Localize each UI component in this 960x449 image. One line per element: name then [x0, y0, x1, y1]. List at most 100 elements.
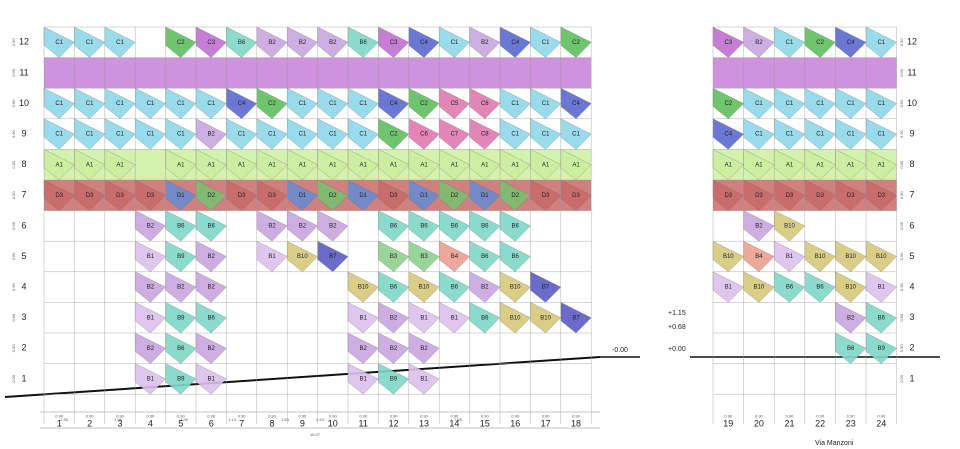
column-label: 10 — [328, 419, 338, 429]
row-label: 8 — [909, 159, 914, 169]
tile-code: B1 — [725, 285, 733, 291]
tile-code: A1 — [755, 162, 763, 168]
tile-code: C1 — [177, 101, 185, 107]
tile-code: B9 — [177, 376, 185, 382]
tile-code: B10 — [358, 285, 369, 291]
dimension: 0.43 — [316, 417, 325, 422]
tile-code: B1 — [360, 315, 368, 321]
tile-code: A1 — [177, 162, 185, 168]
module-size: 0.90 — [11, 282, 16, 291]
tile-code: C2 — [724, 101, 732, 107]
tile-code: D3 — [147, 193, 155, 199]
tile-code: B1 — [878, 285, 886, 291]
tile-code: B2 — [481, 40, 489, 46]
tile-code: A1 — [268, 162, 276, 168]
tile-code: D2 — [451, 193, 459, 199]
ground-line — [4, 356, 601, 398]
column-label: 13 — [419, 419, 429, 429]
tile-code: B1 — [268, 254, 276, 260]
tile-code: C3 — [390, 40, 398, 46]
tile-code: C2 — [268, 101, 276, 107]
column-label: 7 — [239, 419, 244, 429]
module-size: 0.90 — [724, 413, 733, 418]
column-label: 11 — [359, 419, 368, 429]
module-size: 0.90 — [572, 413, 581, 418]
column-label: 4 — [148, 419, 153, 429]
module-size: 0.90 — [786, 413, 795, 418]
module-size: 0.90 — [11, 68, 16, 77]
tile-code: B3 — [390, 254, 398, 260]
tile-code: D2 — [329, 193, 337, 199]
dimension: 1.13 — [228, 417, 237, 422]
tile-code: D1 — [481, 193, 489, 199]
tile-code: D1 — [420, 193, 428, 199]
tile-code: B9 — [177, 315, 185, 321]
tile-code: C1 — [877, 132, 885, 138]
column-label: 22 — [815, 419, 825, 429]
tile-code: B6 — [481, 223, 489, 229]
tile-code: B2 — [208, 346, 216, 352]
module-size: 0.90 — [329, 413, 338, 418]
tile-code: B6 — [238, 40, 246, 46]
tile-code: B6 — [390, 223, 398, 229]
level-label: +0.68 — [668, 324, 686, 331]
tile-code: B6 — [208, 223, 216, 229]
tile-code: B6 — [481, 315, 489, 321]
tile-code: B2 — [299, 40, 307, 46]
column-label: 1 — [57, 419, 62, 429]
tile-code: C1 — [786, 132, 794, 138]
row-label: 1 — [909, 373, 914, 383]
tile-code: B9 — [878, 346, 886, 352]
module-size: 0.90 — [899, 68, 904, 77]
tile-code: C1 — [542, 40, 550, 46]
tile-code: B7 — [542, 285, 550, 291]
tile-code: C4 — [847, 40, 855, 46]
tile-code: B2 — [847, 315, 855, 321]
row-label: 12 — [19, 37, 29, 47]
row-label: 9 — [21, 128, 26, 138]
tile-code: C1 — [329, 132, 337, 138]
tile-code: B2 — [208, 132, 216, 138]
tile-code: C1 — [359, 101, 367, 107]
tile-code: C1 — [329, 101, 337, 107]
tile-code: C3 — [207, 40, 215, 46]
tile-code: B10 — [510, 285, 521, 291]
row-label: 6 — [909, 220, 914, 230]
tile-code: D3 — [724, 193, 732, 199]
tile-code: C2 — [816, 40, 824, 46]
tile-code: B6 — [481, 254, 489, 260]
module-size: 0.90 — [511, 413, 520, 418]
module-size: 0.90 — [11, 344, 16, 353]
tile-code: C2 — [390, 132, 398, 138]
tile-code: C1 — [755, 132, 763, 138]
tile-code: D3 — [877, 193, 885, 199]
tile-code: B2 — [755, 40, 763, 46]
tile-code: C1 — [755, 101, 763, 107]
module-size: 0.90 — [899, 191, 904, 200]
level-label: -0.00 — [612, 347, 628, 354]
tile-code: B1 — [147, 254, 155, 260]
row-label: 11 — [19, 67, 28, 77]
tile-code: B1 — [360, 376, 368, 382]
facades: 12 0.90 C1 C1 C1 C2 C3 B6 B2 B2 B2 B6 C3 C4 C1 B2 C4 C1 C2… — [11, 26, 917, 429]
row-label: 1 — [21, 373, 26, 383]
tile-code: B10 — [784, 223, 795, 229]
tile-code: B2 — [390, 315, 398, 321]
column-label: 14 — [449, 419, 459, 429]
module-size: 0.90 — [86, 413, 95, 418]
dimension: 7.55 — [454, 417, 463, 422]
column-label: 16 — [510, 419, 520, 429]
tile-code: D2 — [511, 193, 519, 199]
tile-code: C1 — [116, 101, 124, 107]
tile-code: C4 — [238, 101, 246, 107]
tile-code: A1 — [512, 162, 520, 168]
tile-code: C1 — [542, 132, 550, 138]
module-size: 0.90 — [11, 191, 16, 200]
tile-code: C4 — [572, 101, 580, 107]
column-label: 12 — [389, 419, 399, 429]
module-size: 0.90 — [177, 413, 186, 418]
module-size: 0.90 — [481, 413, 490, 418]
module-size: 0.90 — [11, 99, 16, 108]
tile-code: A1 — [208, 162, 216, 168]
tile-code: A1 — [451, 162, 459, 168]
